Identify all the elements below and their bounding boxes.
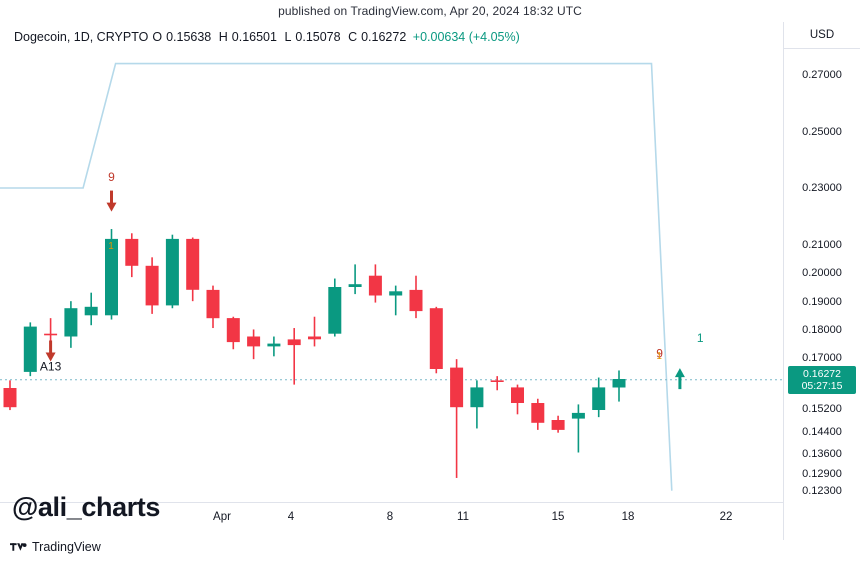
trend-envelope-line — [0, 62, 673, 491]
legend-low-value: 0.15078 — [295, 30, 341, 44]
price-axis-tick: 0.19000 — [802, 295, 842, 308]
price-axis-tick: 0.23000 — [802, 182, 842, 195]
time-axis-tick: 15 — [551, 511, 565, 523]
price-axis-tick: 0.17000 — [802, 352, 842, 365]
published-caption: published on TradingView.com, Apr 20, 20… — [278, 4, 582, 18]
candle-body — [145, 265, 159, 306]
tradingview-brand-label: TradingView — [32, 540, 101, 554]
author-watermark: @ali_charts — [12, 492, 161, 522]
candle-body — [226, 318, 240, 343]
candle-body — [592, 387, 606, 410]
price-axis[interactable]: USD 0.27000 0.25000 0.23000 0.21000 0.20000 0… — [783, 22, 860, 540]
annotation-td-buy-count-big: 1 — [697, 331, 704, 345]
candle-body — [470, 387, 484, 408]
time-axis-tick: 22 — [719, 511, 733, 523]
tradingview-brand: TradingView — [10, 540, 101, 554]
legend-open-value: 0.15638 — [166, 30, 212, 44]
td-setup-tick: 1 — [656, 351, 662, 362]
candle-body — [247, 336, 261, 347]
candle-body — [287, 339, 301, 346]
td-down-arrow-icon — [106, 190, 117, 212]
candle-body — [23, 326, 37, 372]
candle-body — [44, 333, 58, 336]
price-axis-tick: 0.12300 — [802, 485, 842, 498]
candle-body — [409, 289, 423, 312]
candle-body — [84, 306, 98, 316]
time-axis-tick: 18 — [621, 511, 635, 523]
current-price-countdown: 05:27:15 — [801, 379, 843, 392]
price-axis-tick: 0.25000 — [802, 125, 842, 138]
candle-body — [389, 291, 403, 296]
candle-body — [571, 412, 585, 419]
price-axis-tick: 0.15200 — [802, 403, 842, 416]
price-axis-tick: 0.18000 — [802, 323, 842, 336]
price-axis-tick: 0.20000 — [802, 267, 842, 280]
price-axis-tick: 0.21000 — [802, 239, 842, 251]
candle-body — [105, 238, 118, 316]
candle-body — [186, 238, 200, 290]
price-axis-tick: 0.14400 — [802, 425, 842, 438]
price-axis-tick: 0.13600 — [802, 448, 842, 461]
candle-body — [328, 287, 342, 334]
time-axis-tick: Apr — [213, 511, 231, 523]
annotation-td-label: A13 — [40, 359, 62, 373]
candle-body — [3, 388, 17, 408]
candle-body — [511, 387, 524, 403]
candle-body — [206, 289, 220, 319]
current-price-tag: 0.16272 05:27:15 — [788, 365, 856, 394]
time-axis[interactable]: Apr 4 8 11 15 18 22 — [0, 502, 784, 531]
legend-high-value: 0.16501 — [231, 30, 277, 44]
price-axis-tick: 0.27000 — [802, 69, 842, 82]
legend-low-label: L — [284, 30, 292, 44]
candle-body — [165, 238, 179, 306]
candle-body — [490, 380, 504, 382]
time-axis-tick: 4 — [287, 511, 295, 523]
candle-body — [612, 379, 626, 388]
candle-body — [267, 343, 281, 347]
legend-symbol[interactable]: Dogecoin, 1D, CRYPTO — [14, 30, 149, 44]
tradingview-logo-icon — [10, 543, 27, 551]
annotation-td-buy-count: 9 — [656, 347, 663, 361]
td-up-arrow-icon — [674, 368, 685, 390]
candle-body — [64, 308, 78, 337]
legend-open-label: O — [152, 30, 163, 44]
price-plot-area[interactable]: 9 A13 9 1 1 1 — [0, 48, 784, 502]
candle-body — [308, 336, 321, 340]
candle-body — [429, 308, 443, 369]
price-axis-tick: 0.12900 — [802, 468, 842, 481]
current-price-value: 0.16272 — [803, 367, 841, 380]
time-axis-tick: 11 — [457, 511, 469, 523]
legend-close-label: C — [348, 30, 358, 44]
candle-body — [450, 367, 464, 408]
td-down-arrow-icon — [45, 340, 56, 362]
td-setup-tick: 1 — [108, 241, 114, 252]
axis-currency-label: USD — [784, 22, 860, 49]
legend-close-value: 0.16272 — [361, 30, 407, 44]
candle-body — [368, 275, 382, 296]
candle-body — [348, 284, 362, 287]
candle-body — [531, 403, 545, 423]
candle-body — [125, 238, 139, 266]
candle-body — [551, 420, 565, 430]
legend-change: +0.00634 (+4.05%) — [412, 30, 520, 44]
annotation-td-sell-count: 9 — [108, 170, 115, 184]
legend-high-label: H — [218, 30, 228, 44]
time-axis-tick: 8 — [386, 511, 394, 523]
